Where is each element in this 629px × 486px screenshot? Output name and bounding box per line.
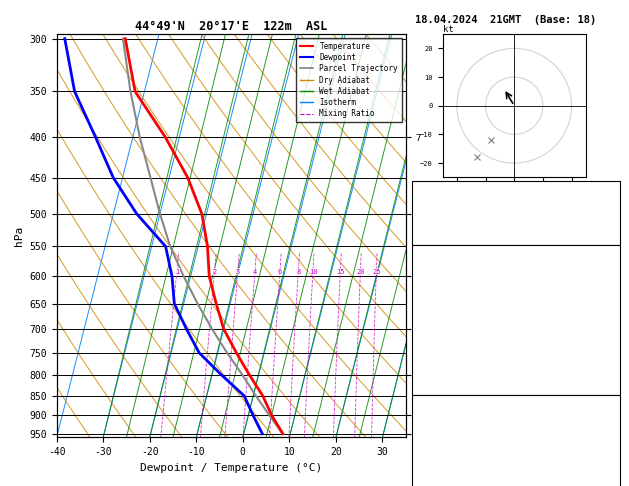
Text: K: K [416,199,421,209]
Text: 1.2: 1.2 [599,242,616,252]
Text: 1: 1 [175,269,179,275]
Y-axis label: hPa: hPa [14,226,24,246]
X-axis label: Dewpoint / Temperature (°C): Dewpoint / Temperature (°C) [140,463,322,473]
Text: θₑ(K): θₑ(K) [416,327,445,337]
Text: Mixing Ratio (g/kg): Mixing Ratio (g/kg) [431,180,441,292]
Text: 8: 8 [296,269,301,275]
Text: Lifted Index: Lifted Index [416,477,486,486]
Text: Pressure (mb): Pressure (mb) [416,434,492,444]
Text: 8.4: 8.4 [599,284,616,295]
Text: CIN (J): CIN (J) [416,391,457,401]
Text: 6: 6 [278,269,282,275]
Text: 296: 296 [599,327,616,337]
Text: © weatheronline.co.uk: © weatheronline.co.uk [467,472,564,481]
Text: Temp (°C): Temp (°C) [416,284,469,295]
Text: 995: 995 [599,434,616,444]
Text: 31: 31 [604,370,616,380]
Text: 20: 20 [356,269,365,275]
Text: 57: 57 [604,220,616,230]
Text: PW (cm): PW (cm) [416,242,457,252]
Text: 2: 2 [213,269,216,275]
Text: Dewp (°C): Dewp (°C) [416,306,469,316]
Text: CAPE (J): CAPE (J) [416,370,463,380]
Legend: Temperature, Dewpoint, Parcel Trajectory, Dry Adiabat, Wet Adiabat, Isotherm, Mi: Temperature, Dewpoint, Parcel Trajectory… [296,38,402,122]
Text: 4: 4 [253,269,257,275]
Text: Surface: Surface [495,263,537,273]
Text: 10: 10 [309,269,317,275]
Text: 0: 0 [611,391,616,401]
Text: 18.04.2024  21GMT  (Base: 18): 18.04.2024 21GMT (Base: 18) [415,15,596,25]
Text: Totals Totals: Totals Totals [416,220,492,230]
Text: 15: 15 [336,269,345,275]
Text: 296: 296 [599,455,616,466]
Text: 2: 2 [611,348,616,359]
Text: 3: 3 [236,269,240,275]
Text: θₑ (K): θₑ (K) [416,455,451,466]
Title: 44°49'N  20°17'E  122m  ASL: 44°49'N 20°17'E 122m ASL [135,20,327,33]
Y-axis label: km
ASL: km ASL [437,227,459,244]
Text: 4: 4 [611,306,616,316]
Text: Lifted Index: Lifted Index [416,348,486,359]
Text: 25: 25 [372,269,381,275]
Text: kt: kt [443,25,454,34]
Text: 2: 2 [611,477,616,486]
Text: Most Unstable: Most Unstable [477,413,554,423]
Text: 23: 23 [604,199,616,209]
